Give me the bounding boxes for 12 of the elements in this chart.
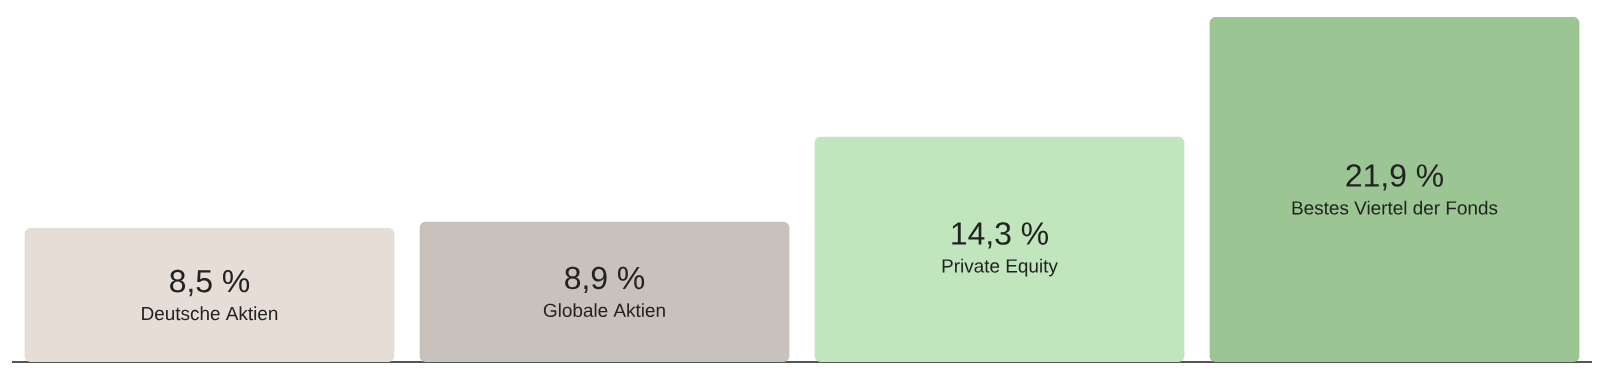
data-label: 8,5 %	[170, 269, 250, 297]
data-label: 14,3 %	[952, 222, 1048, 249]
data-label: 21,9 %	[1346, 164, 1443, 191]
x-tick-label: Bestes Viertel der Fonds	[1292, 200, 1498, 215]
bar	[1209, 16, 1580, 362]
x-tick-label: Private Equity	[942, 258, 1058, 277]
x-tick-label: Deutsche Aktien	[142, 306, 278, 321]
x-tick-label: Globale Aktien	[543, 303, 665, 318]
bar	[419, 221, 790, 362]
bar	[814, 136, 1185, 362]
bar	[24, 228, 395, 362]
data-label: 8,9 %	[565, 266, 645, 294]
